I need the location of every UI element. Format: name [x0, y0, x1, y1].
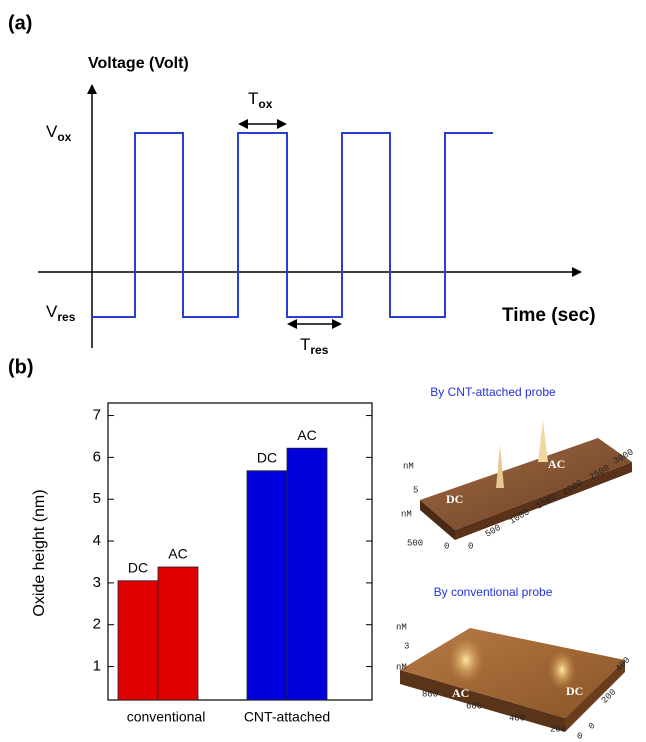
axis-text: nM — [396, 622, 407, 632]
afm-label: DC — [566, 684, 583, 698]
afm-top: By CNT-attached probe nM 5 nM 500 0 0 50… — [401, 385, 635, 551]
bar-chart: (b) Oxide height (nm) 1 2 3 4 5 6 7 conventiona… — [8, 356, 372, 724]
y-tick-label: 1 — [93, 658, 101, 675]
t-ox-label: Tox — [248, 89, 273, 111]
y-axis-label: Voltage (Volt) — [88, 55, 189, 72]
panel-label: (a) — [8, 12, 32, 34]
axis-text: nM — [396, 662, 407, 672]
y-tick-label: 5 — [93, 490, 101, 507]
bar — [287, 448, 327, 700]
axis-text: 3 — [404, 641, 409, 651]
y-tick-label: 2 — [93, 616, 101, 633]
v-main: V — [46, 302, 58, 321]
x-tick-label: conventional — [127, 709, 206, 725]
image-title: By CNT-attached probe — [430, 385, 556, 399]
peak — [538, 420, 548, 462]
axis-text: nM — [403, 461, 414, 471]
image-title: By conventional probe — [434, 585, 553, 599]
v-sub: res — [57, 310, 75, 324]
bar — [158, 567, 198, 700]
t-res-label: Tres — [300, 335, 329, 357]
afm-label: AC — [548, 457, 565, 471]
figure: (a) Voltage (Volt) Vox Vres Tox Tres Tim… — [0, 0, 646, 742]
t-main: T — [300, 335, 310, 354]
t-sub: res — [310, 343, 328, 357]
axis-text: 500 — [407, 538, 423, 548]
x-axis-label: Time (sec) — [502, 305, 596, 326]
square-wave — [92, 133, 493, 317]
v-sub: ox — [57, 130, 71, 144]
t-sub: ox — [258, 97, 272, 111]
bar-label: AC — [168, 546, 187, 562]
axis-text: 800 — [422, 689, 438, 699]
y-axis-label: Oxide height (nm) — [31, 489, 48, 616]
afm-label: AC — [452, 686, 469, 700]
panel-a: (a) Voltage (Volt) Vox Vres Tox Tres Tim… — [8, 12, 596, 357]
y-tick-label: 7 — [93, 407, 101, 424]
v-ox-label: Vox — [46, 122, 72, 144]
v-res-label: Vres — [46, 302, 76, 324]
bar — [247, 471, 287, 700]
v-main: V — [46, 122, 58, 141]
y-tick-label: 6 — [93, 448, 101, 465]
axis-text: 0 — [577, 731, 582, 741]
axis-text: 0 — [587, 721, 598, 732]
peak — [448, 636, 484, 684]
y-tick-label: 4 — [93, 532, 101, 549]
axis-text: 5 — [413, 485, 418, 495]
y-tick-label: 3 — [93, 574, 101, 591]
axis-text: 400 — [509, 713, 525, 723]
t-main: T — [248, 89, 258, 108]
panel-label: (b) — [8, 356, 34, 378]
bar-label: AC — [297, 427, 316, 443]
axis-text: 600 — [466, 701, 482, 711]
axis-text: nM — [401, 509, 412, 519]
afm-label: DC — [446, 492, 463, 506]
bar-label: DC — [257, 449, 277, 465]
peak — [496, 445, 504, 488]
axis-text: 0 — [468, 541, 473, 551]
axis-text: 0 — [444, 541, 449, 551]
afm-bottom: By conventional probe nM 3 nM 800 600 40… — [396, 585, 632, 741]
x-tick-label: CNT-attached — [244, 709, 330, 725]
bar — [118, 581, 158, 700]
bar-label: DC — [128, 559, 148, 575]
axis-text: 200 — [550, 724, 566, 734]
